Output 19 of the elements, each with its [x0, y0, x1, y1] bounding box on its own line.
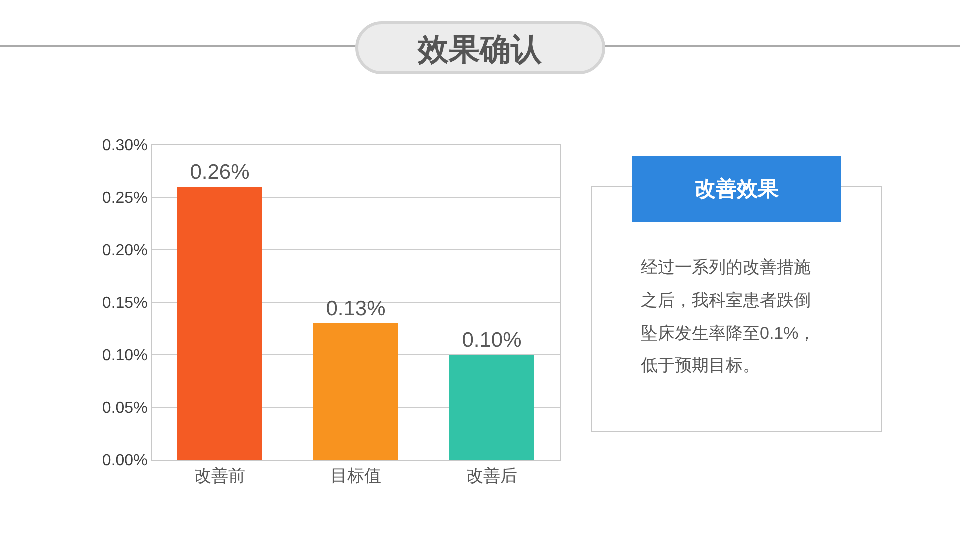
y-tick-label: 0.15% [102, 295, 148, 312]
x-tick-label: 目标值 [330, 466, 382, 486]
text: 改善效果 [695, 177, 779, 201]
x-tick-label: 改善后 [466, 466, 518, 486]
data-label: 0.13% [326, 298, 386, 320]
y-tick-label: 0.25% [102, 190, 148, 208]
x-tick-label: 改善前 [194, 466, 246, 486]
bar [314, 324, 398, 460]
bar [178, 187, 262, 460]
chart-title: 效果确认 [417, 32, 543, 67]
data-label: 0.26% [190, 161, 250, 184]
y-tick-label: 0.05% [102, 400, 148, 418]
y-tick-label: 0.30% [102, 138, 148, 155]
y-tick-label: 0.10% [102, 348, 148, 365]
y-tick-label: 0.00% [102, 452, 148, 470]
text: 经过一系列的改善措施之后，我科室患者跌倒坠床发生率降至0.1%，低于预期目标。 [641, 258, 816, 375]
y-tick-label: 0.20% [102, 242, 148, 260]
bar [450, 355, 534, 460]
data-label: 0.10% [462, 329, 522, 352]
